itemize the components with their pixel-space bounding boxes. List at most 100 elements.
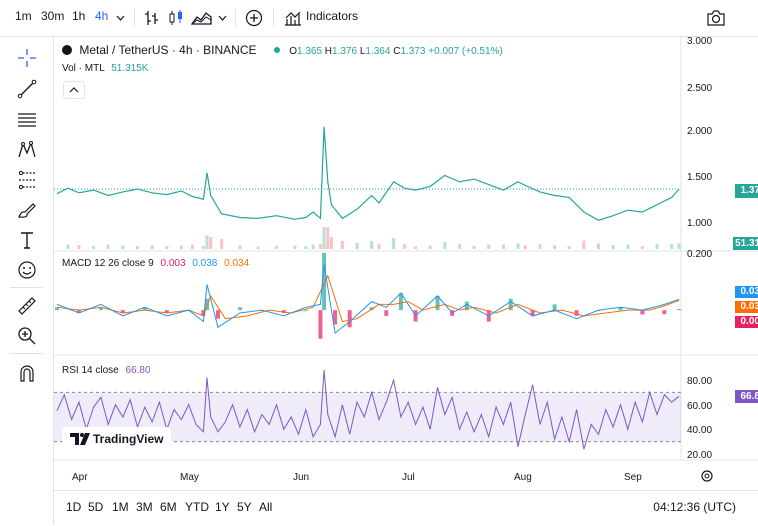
rsi-tick: 20.00 xyxy=(687,450,712,461)
volume-bar xyxy=(326,227,330,249)
macd-legend[interactable]: MACD 12 26 close 9 0.003 0.038 0.034 xyxy=(62,258,250,269)
volume-bar xyxy=(77,245,81,249)
indicators-button[interactable]: Indicators xyxy=(306,9,359,23)
volume-bar xyxy=(201,245,205,249)
text-icon[interactable] xyxy=(16,229,38,251)
macd-histogram-bar xyxy=(662,310,667,315)
macd-histogram-bar xyxy=(574,310,579,316)
fib-icon[interactable] xyxy=(16,109,38,131)
macd-histogram-bar xyxy=(333,310,338,325)
market-status-icon xyxy=(273,47,280,53)
tradingview-watermark[interactable]: TradingView xyxy=(62,427,172,451)
camera-icon[interactable] xyxy=(706,9,726,27)
price-tick: 1.500 xyxy=(687,172,712,183)
ruler-icon[interactable] xyxy=(16,295,38,317)
range-3m[interactable]: 3M xyxy=(136,500,153,514)
volume-bar xyxy=(329,237,333,249)
macd-histogram-bar xyxy=(98,307,103,311)
volume-bar xyxy=(538,244,542,249)
time-label: May xyxy=(180,472,199,483)
candles-icon[interactable] xyxy=(168,9,184,27)
macd-histogram-bar xyxy=(530,310,535,316)
time-label: Apr xyxy=(72,472,88,483)
symbol-legend[interactable]: Metal / TetherUS · 4h · BINANCE O1.365 H… xyxy=(62,43,503,57)
volume-bar xyxy=(392,237,396,249)
macd-histogram-bar xyxy=(164,310,169,313)
volume-bar xyxy=(523,245,527,249)
signal-series xyxy=(56,274,680,323)
volume-bar xyxy=(318,244,322,249)
volume-bar xyxy=(220,239,224,249)
volume-bar xyxy=(238,245,242,249)
gear-icon[interactable] xyxy=(701,470,713,482)
volume-bar xyxy=(92,245,96,249)
symbol-title: Metal / TetherUS · 4h · BINANCE xyxy=(79,43,257,57)
volume-bar xyxy=(355,243,359,249)
macd-histogram-bar xyxy=(318,310,323,339)
area-chart-icon[interactable] xyxy=(191,9,213,27)
macd-histogram-bar xyxy=(596,310,601,312)
interval-1m[interactable]: 1m xyxy=(15,9,32,23)
drawing-toolbar xyxy=(0,37,54,525)
chevron-down-icon[interactable] xyxy=(116,14,125,23)
collapse-legend-button[interactable] xyxy=(63,81,85,99)
macd-histogram-bar xyxy=(201,310,206,316)
range-1d[interactable]: 1D xyxy=(66,500,82,514)
chevron-down-icon[interactable] xyxy=(218,14,227,23)
price-tick: 3.000 xyxy=(687,37,712,47)
volume-bar xyxy=(106,244,110,249)
zoom-icon[interactable] xyxy=(16,325,38,347)
toolbar-divider xyxy=(134,9,135,27)
range-toolbar: 1D 5D 1M 3M 6M YTD 1Y 5Y All 04:12:36 (U… xyxy=(54,490,758,526)
volume-bar xyxy=(66,244,70,249)
crosshair-icon[interactable] xyxy=(16,47,38,69)
bar-chart-icon[interactable] xyxy=(144,9,160,27)
indicators-icon[interactable] xyxy=(284,9,302,27)
range-1m[interactable]: 1M xyxy=(112,500,129,514)
trend-line-icon[interactable] xyxy=(16,78,38,100)
toolbar-divider xyxy=(273,9,274,27)
chart-area[interactable]: 3.000 2.500 2.000 1.500 1.000 0.200 80.0… xyxy=(54,37,758,525)
volume-bar xyxy=(501,244,505,249)
forecast-icon[interactable] xyxy=(16,169,38,191)
volume-bar xyxy=(611,245,615,249)
volume-bar xyxy=(209,237,213,249)
volume-bar xyxy=(275,245,279,249)
macd-histogram-bar xyxy=(237,307,242,311)
toolbar-divider xyxy=(235,9,236,27)
volume-legend[interactable]: Vol · MTL 51.315K xyxy=(62,63,149,74)
volume-bar xyxy=(340,241,344,249)
ohlc-open: O1.365 H1.376 L1.364 C1.373 +0.007 (+0.5… xyxy=(289,46,503,57)
utc-clock[interactable]: 04:12:36 (UTC) xyxy=(653,500,736,514)
range-6m[interactable]: 6M xyxy=(160,500,177,514)
time-label: Jul xyxy=(402,472,415,483)
volume-bar xyxy=(567,246,571,249)
range-1y[interactable]: 1Y xyxy=(215,500,230,514)
pattern-icon[interactable] xyxy=(16,139,38,161)
interval-4h[interactable]: 4h xyxy=(95,9,109,23)
volume-bar xyxy=(322,227,326,249)
macd-histogram-bar xyxy=(322,253,327,311)
range-5d[interactable]: 5D xyxy=(88,500,104,514)
change-value: +0.007 (+0.51%) xyxy=(428,46,503,57)
volume-bar xyxy=(256,246,260,249)
magnet-icon[interactable] xyxy=(16,363,38,385)
macd-badge: 0.038 xyxy=(735,286,758,298)
interval-30m[interactable]: 30m xyxy=(41,9,65,23)
volume-bar xyxy=(304,246,308,249)
macd-histogram-bar xyxy=(384,310,389,316)
rsi-legend[interactable]: RSI 14 close 66.80 xyxy=(62,365,151,376)
range-ytd[interactable]: YTD xyxy=(185,500,209,514)
range-all[interactable]: All xyxy=(259,500,273,514)
volume-bar xyxy=(179,245,183,249)
chart-canvas[interactable]: 3.000 2.500 2.000 1.500 1.000 0.200 80.0… xyxy=(54,37,758,490)
macd-histogram-bar xyxy=(552,304,557,311)
interval-1h[interactable]: 1h xyxy=(72,9,86,23)
macd-tick: 0.200 xyxy=(687,249,712,260)
emoji-icon[interactable] xyxy=(16,259,38,281)
plus-circle-icon[interactable] xyxy=(245,9,263,27)
brush-icon[interactable] xyxy=(16,199,38,221)
range-5y[interactable]: 5Y xyxy=(237,500,252,514)
top-toolbar: 1m 30m 1h 4h Indicators xyxy=(0,0,758,37)
volume-bar xyxy=(293,245,297,249)
